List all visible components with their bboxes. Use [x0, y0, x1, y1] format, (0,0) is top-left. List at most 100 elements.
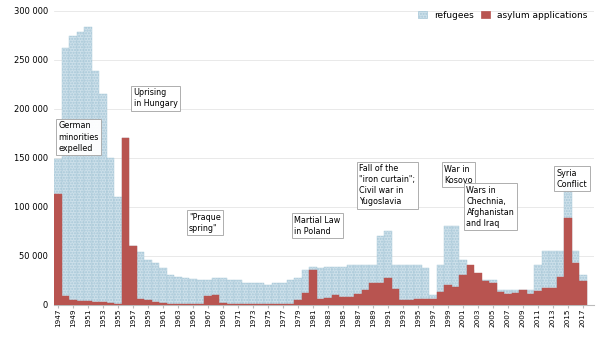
Bar: [421, 299, 429, 304]
Bar: [489, 280, 497, 304]
Bar: [399, 265, 407, 304]
Bar: [444, 285, 452, 304]
Bar: [137, 252, 144, 304]
Bar: [137, 299, 144, 304]
Bar: [339, 267, 347, 304]
Bar: [369, 265, 377, 304]
Text: Fall of the
"iron curtain";
Civil war in
Yugoslavia: Fall of the "iron curtain"; Civil war in…: [359, 164, 415, 206]
Bar: [497, 290, 504, 304]
Bar: [497, 292, 504, 304]
Bar: [309, 267, 317, 304]
Bar: [279, 283, 287, 304]
Bar: [69, 300, 77, 304]
Bar: [511, 290, 519, 304]
Bar: [204, 296, 212, 304]
Bar: [519, 290, 527, 304]
Bar: [241, 283, 249, 304]
Bar: [504, 294, 511, 304]
Bar: [84, 301, 91, 304]
Bar: [167, 303, 174, 304]
Bar: [511, 293, 519, 304]
Bar: [151, 263, 159, 304]
Bar: [287, 280, 294, 304]
Bar: [197, 303, 204, 304]
Bar: [159, 302, 167, 304]
Bar: [91, 71, 99, 304]
Bar: [377, 236, 384, 304]
Bar: [339, 297, 347, 304]
Bar: [167, 275, 174, 304]
Bar: [144, 260, 151, 304]
Bar: [219, 302, 227, 304]
Bar: [144, 300, 151, 304]
Bar: [504, 290, 511, 304]
Bar: [392, 289, 399, 304]
Bar: [114, 303, 121, 304]
Bar: [519, 290, 527, 304]
Bar: [197, 280, 204, 304]
Bar: [234, 280, 241, 304]
Bar: [77, 301, 84, 304]
Bar: [271, 303, 279, 304]
Text: Syria
Conflict: Syria Conflict: [557, 169, 587, 189]
Bar: [62, 296, 69, 304]
Bar: [279, 303, 287, 304]
Text: Uprising
in Hungary: Uprising in Hungary: [133, 89, 178, 108]
Bar: [241, 303, 249, 304]
Text: War in
Kosovo: War in Kosovo: [444, 165, 473, 185]
Bar: [429, 295, 437, 304]
Bar: [234, 303, 241, 304]
Bar: [129, 246, 137, 304]
Bar: [482, 280, 489, 304]
Bar: [459, 260, 467, 304]
Bar: [377, 283, 384, 304]
Bar: [331, 295, 339, 304]
Bar: [474, 280, 482, 304]
Bar: [564, 218, 571, 304]
Bar: [151, 302, 159, 304]
Bar: [159, 268, 167, 304]
Bar: [54, 194, 62, 304]
Bar: [257, 303, 264, 304]
Bar: [414, 265, 421, 304]
Bar: [331, 267, 339, 304]
Bar: [384, 231, 392, 304]
Bar: [91, 302, 99, 304]
Bar: [571, 251, 579, 304]
Bar: [527, 294, 534, 304]
Bar: [384, 278, 392, 304]
Bar: [69, 36, 77, 304]
Bar: [302, 270, 309, 304]
Text: Martial Law
in Poland: Martial Law in Poland: [294, 216, 340, 236]
Bar: [361, 265, 369, 304]
Bar: [212, 278, 219, 304]
Bar: [444, 226, 452, 304]
Bar: [534, 265, 542, 304]
Bar: [309, 270, 317, 304]
Bar: [437, 265, 444, 304]
Bar: [534, 291, 542, 304]
Bar: [54, 160, 62, 304]
Bar: [264, 285, 271, 304]
Bar: [174, 277, 182, 304]
Bar: [294, 300, 302, 304]
Bar: [107, 158, 114, 304]
Bar: [347, 265, 354, 304]
Bar: [257, 283, 264, 304]
Bar: [542, 288, 549, 304]
Bar: [227, 303, 234, 304]
Bar: [107, 302, 114, 304]
Bar: [579, 275, 587, 304]
Bar: [579, 281, 587, 304]
Bar: [264, 303, 271, 304]
Bar: [249, 303, 257, 304]
Bar: [62, 48, 69, 304]
Bar: [347, 297, 354, 304]
Bar: [324, 267, 331, 304]
Bar: [354, 265, 361, 304]
Bar: [414, 299, 421, 304]
Legend: refugees, asylum applications: refugees, asylum applications: [416, 9, 589, 22]
Bar: [294, 278, 302, 304]
Bar: [452, 226, 459, 304]
Bar: [482, 281, 489, 304]
